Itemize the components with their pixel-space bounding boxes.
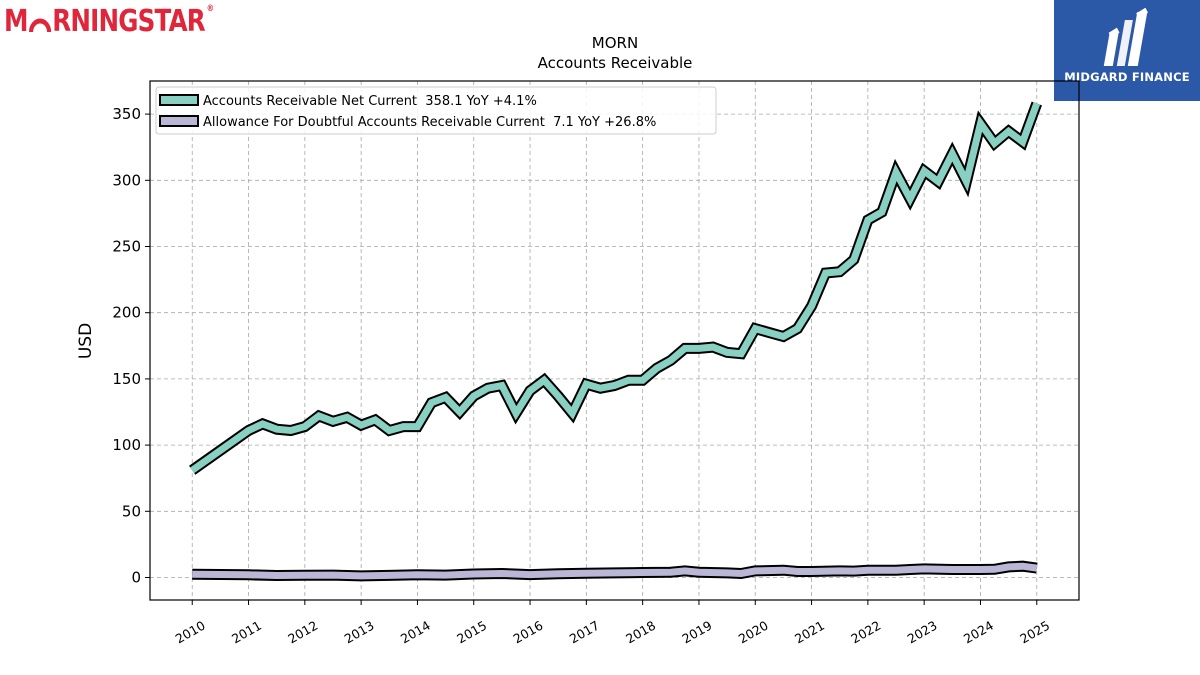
registered-mark: ® (206, 4, 214, 14)
x-tick-label: 2014 (398, 618, 433, 647)
y-tick-label: 150 (112, 370, 141, 388)
x-tick-label: 2010 (173, 618, 208, 647)
legend-label-2: Allowance For Doubtful Accounts Receivab… (203, 115, 656, 130)
series-layer (189, 101, 1042, 582)
series-1 (189, 101, 1042, 475)
x-tick-label: 2016 (510, 618, 545, 647)
chart-subtitle: Accounts Receivable (538, 54, 693, 72)
x-tick-label: 2020 (736, 618, 771, 647)
series-2-line (192, 562, 1038, 580)
midgard-finance-logo: MIDGARD FINANCE (1054, 0, 1200, 101)
morningstar-logo-o-icon (28, 18, 52, 33)
x-tick-label: 2018 (623, 618, 658, 647)
y-axis-label: USD (76, 323, 96, 359)
legend-swatch-2 (159, 115, 199, 127)
y-tick-label: 0 (131, 568, 141, 586)
x-tick-label: 2011 (229, 618, 264, 647)
x-tick-label: 2012 (285, 618, 320, 647)
legend-swatch-1 (159, 94, 199, 106)
x-tick-label: 2017 (567, 618, 602, 647)
morningstar-logo-prefix: M (4, 4, 28, 39)
legend-label-1: Accounts Receivable Net Current 358.1 Yo… (203, 94, 537, 109)
y-tick-label: 300 (112, 171, 141, 189)
x-tick-label: 2022 (848, 618, 883, 647)
series-1-line (190, 102, 1041, 474)
plot-frame (149, 80, 1080, 601)
x-tick-label: 2023 (905, 618, 940, 647)
x-tick-label: 2025 (1017, 618, 1052, 647)
x-tick-label: 2019 (679, 618, 714, 647)
x-tick-label: 2021 (792, 618, 827, 647)
chart-title: MORN (592, 34, 638, 52)
legend-box (155, 86, 717, 135)
y-tick-label: 350 (112, 105, 141, 123)
y-tick-label: 50 (122, 502, 141, 520)
y-tick-label: 200 (112, 304, 141, 322)
morningstar-logo-suffix: RNINGSTAR (52, 4, 205, 39)
y-tick-label: 100 (112, 436, 141, 454)
series-2 (192, 560, 1038, 582)
x-tick-label: 2013 (342, 618, 377, 647)
midgard-finance-name: MIDGARD FINANCE (1064, 70, 1190, 84)
x-tick-label: 2024 (961, 618, 996, 647)
y-tick-label: 250 (112, 237, 141, 255)
midgard-finance-logo-mark-icon (1103, 8, 1149, 66)
grid (150, 81, 1079, 600)
morningstar-logo: M RNINGSTAR ® (4, 4, 214, 39)
legend: Accounts Receivable Net Current 358.1 Yo… (155, 86, 717, 135)
x-tick-label: 2015 (454, 618, 489, 647)
